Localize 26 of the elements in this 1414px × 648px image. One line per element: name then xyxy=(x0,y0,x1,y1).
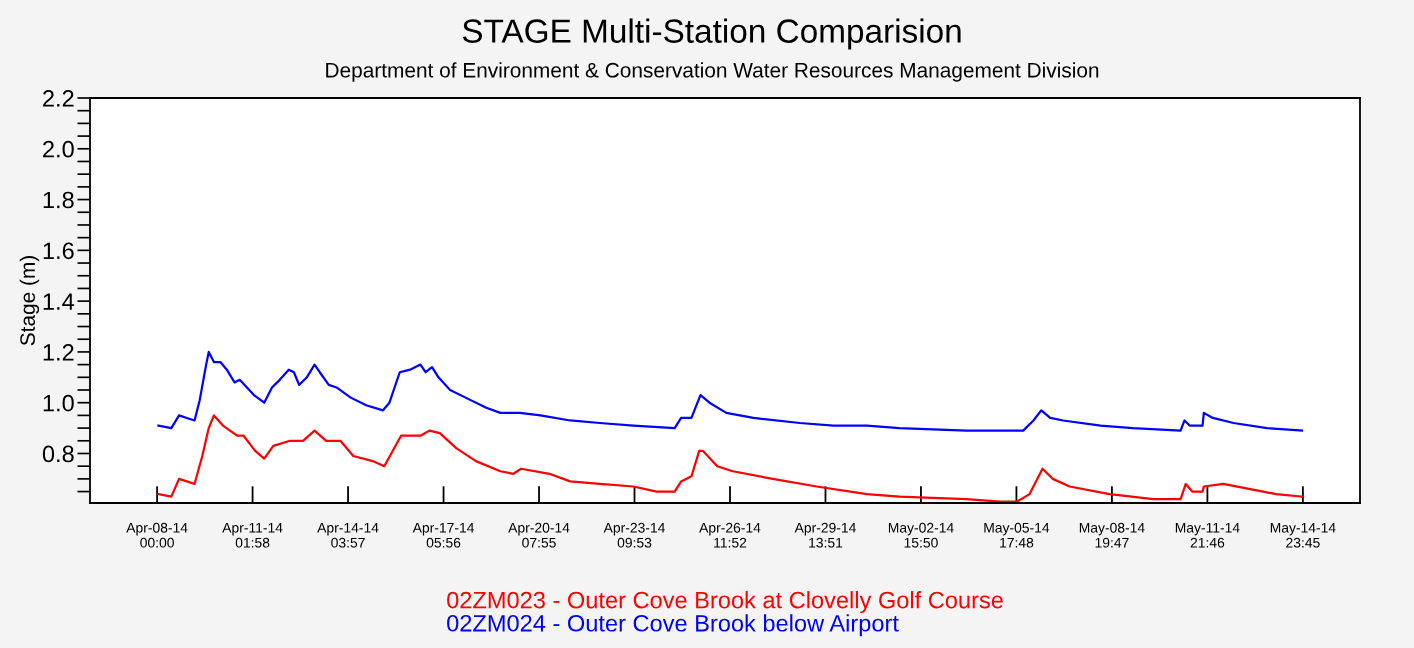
y-tick-label: 1.0 xyxy=(43,394,74,412)
x-tick-label: Apr-14-14 03:57 xyxy=(317,522,379,548)
chart-subtitle: Department of Environment & Conservation Water Resources Management Division xyxy=(326,62,1099,82)
y-tick-label: 2.0 xyxy=(43,140,74,158)
x-tick-label: Apr-26-14 11:52 xyxy=(699,522,761,548)
text: 02ZM024 - Outer Cove Brook below Airport xyxy=(447,614,899,637)
x-tick-label: May-08-14 19:47 xyxy=(1079,522,1145,548)
x-tick-label: Apr-11-14 01:58 xyxy=(222,522,283,548)
chart-title: STAGE Multi-Station Comparision xyxy=(462,18,961,50)
y-tick-label: 1.4 xyxy=(43,293,75,310)
y-tick-label: 0.8 xyxy=(42,445,74,463)
x-tick-label: Apr-29-14 13:51 xyxy=(794,522,856,548)
y-tick-label: 2.2 xyxy=(43,90,74,107)
x-tick-label: Apr-23-14 09:53 xyxy=(603,522,665,548)
y-tick-label: 1.2 xyxy=(43,343,74,361)
x-tick-label: May-14-14 23:45 xyxy=(1270,522,1336,548)
x-tick-label: May-05-14 17:48 xyxy=(984,522,1050,548)
x-tick-label: Apr-20-14 07:55 xyxy=(508,522,570,548)
y-tick-label: 1.8 xyxy=(43,191,74,209)
y-axis-title: Stage (m) xyxy=(19,256,40,346)
x-tick-label: May-02-14 15:50 xyxy=(888,522,954,548)
text: 02ZM023 - Outer Cove Brook at Clovelly Golf Course xyxy=(447,591,1003,614)
x-tick-label: Apr-08-14 00:00 xyxy=(126,522,188,548)
x-tick-label: Apr-17-14 05:56 xyxy=(412,522,475,548)
y-tick-label: 1.6 xyxy=(43,242,74,260)
x-tick-label: May-11-14 21:46 xyxy=(1175,522,1240,548)
